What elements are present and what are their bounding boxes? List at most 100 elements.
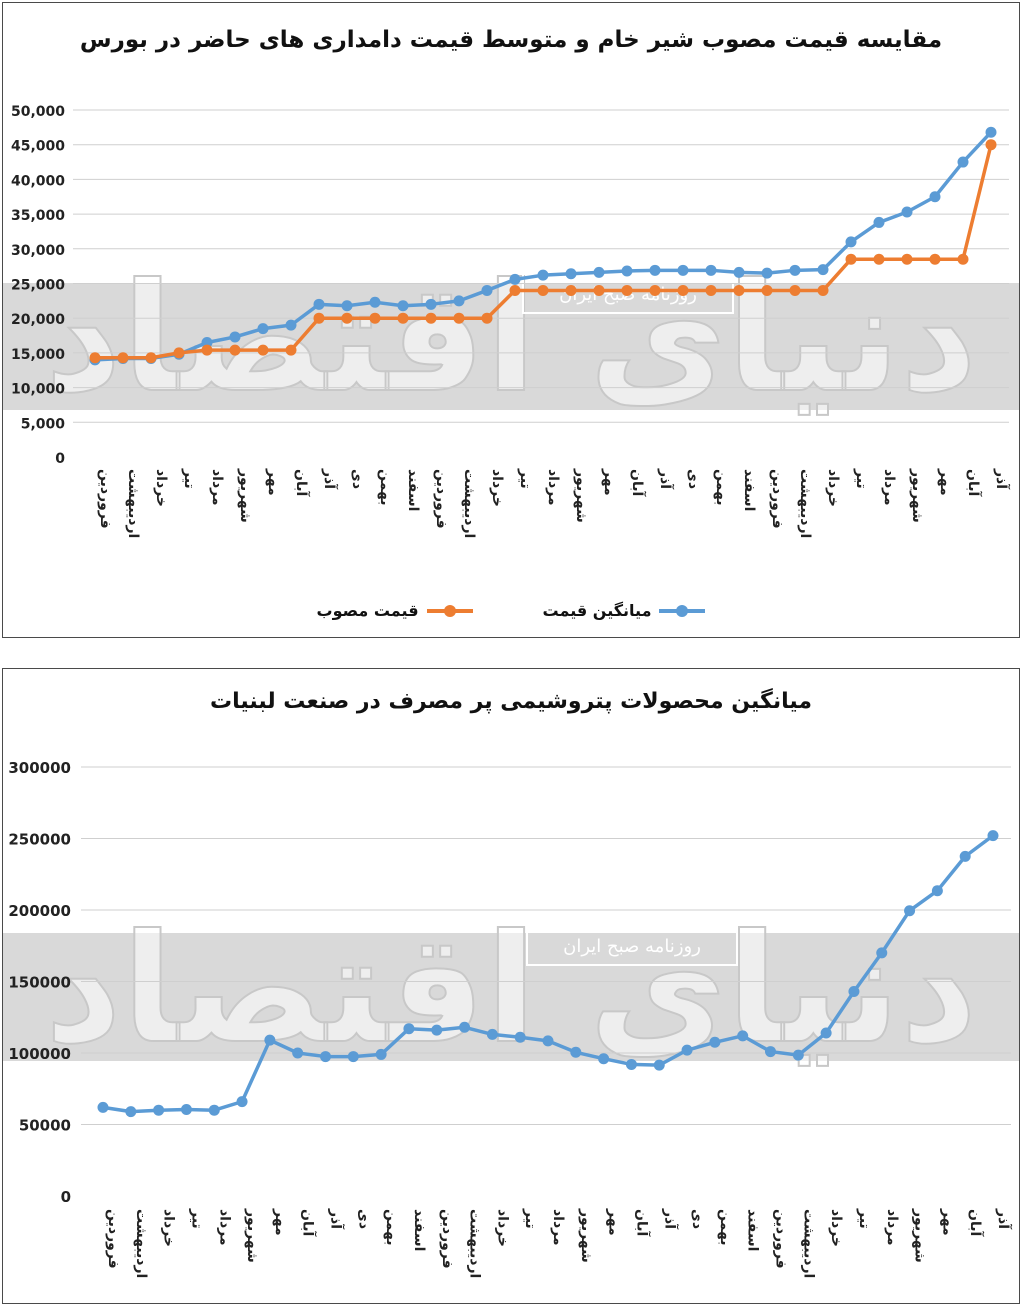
data-point-1 (705, 284, 717, 296)
x-tick-label: اسفند (411, 1209, 427, 1251)
x-tick-label: اسفند (745, 1209, 761, 1251)
x-tick-label: مرداد (216, 1209, 232, 1246)
x-tick-label: دی (685, 469, 701, 489)
data-point-0 (320, 1051, 331, 1063)
x-tick-label: خرداد (489, 469, 505, 507)
legend-item-approved-price: قیمت مصوب (317, 601, 473, 620)
x-tick-label: بهمن (383, 1209, 399, 1245)
x-tick-label: مهر (272, 1208, 288, 1236)
data-point-0 (959, 850, 971, 862)
data-point-0 (514, 1031, 526, 1043)
y-tick-label: 30,000 (11, 243, 65, 259)
y-tick-label: 50,000 (11, 104, 65, 120)
watermark-brand: دنیای اقتصاد (45, 903, 978, 1077)
x-tick-label: اردیبهشت (461, 469, 477, 538)
x-tick-label: آذر (661, 1208, 679, 1230)
data-point-1 (341, 312, 353, 324)
x-tick-label: آذر (321, 468, 339, 490)
data-point-0 (481, 284, 493, 296)
y-tick-label: 0 (61, 1188, 71, 1206)
x-tick-label: مرداد (545, 469, 561, 506)
data-point-1 (789, 284, 801, 296)
x-tick-label: فروردین (97, 469, 113, 529)
y-tick-label: 50000 (19, 1117, 71, 1135)
data-point-0 (820, 1027, 832, 1039)
data-point-0 (509, 273, 521, 285)
data-point-1 (565, 284, 577, 296)
data-point-1 (173, 347, 185, 359)
x-tick-label: مرداد (884, 1209, 900, 1246)
data-point-1 (873, 253, 885, 265)
data-point-0 (341, 300, 353, 312)
x-tick-label: مرداد (881, 469, 897, 506)
data-point-0 (765, 1046, 776, 1058)
x-tick-label: دی (355, 1209, 371, 1229)
data-point-0 (153, 1104, 165, 1116)
legend-label-average-price: میانگین قیمت (542, 601, 652, 620)
data-point-0 (285, 319, 297, 331)
watermark-newspaper: روزنامه صبح ایران (563, 936, 701, 957)
x-tick-label: شهریور (244, 1208, 260, 1263)
x-tick-label: آبان (300, 1209, 318, 1237)
data-point-0 (817, 264, 829, 276)
data-point-0 (649, 264, 661, 276)
x-tick-label: اسفند (405, 469, 421, 511)
x-tick-label: خرداد (161, 1209, 177, 1247)
x-tick-label: آبان (293, 469, 311, 497)
data-point-0 (621, 265, 633, 277)
y-tick-label: 10,000 (11, 382, 65, 398)
x-tick-label: آذر (995, 1208, 1013, 1230)
x-tick-label: شهریور (578, 1208, 594, 1263)
data-point-0 (425, 298, 437, 310)
data-point-0 (845, 236, 857, 248)
data-point-0 (677, 264, 689, 276)
x-tick-label: مهر (606, 1208, 622, 1236)
x-tick-label: فروردین (439, 1209, 455, 1269)
data-point-1 (621, 284, 633, 296)
data-point-0 (431, 1024, 443, 1036)
x-tick-label: تیر (522, 1208, 538, 1229)
chart-title: میانگین محصولات پتروشیمی پر مصرف در صنعت… (210, 689, 812, 714)
x-tick-label: آذر (993, 468, 1011, 490)
data-point-0 (369, 296, 381, 308)
y-tick-label: 100000 (8, 1045, 71, 1063)
data-point-1 (453, 312, 465, 324)
data-point-0 (761, 267, 773, 279)
data-point-0 (737, 1030, 749, 1042)
data-point-1 (145, 352, 157, 364)
x-tick-label: اردیبهشت (800, 1209, 816, 1278)
x-tick-label: شهریور (237, 468, 253, 523)
data-point-0 (486, 1028, 498, 1040)
data-point-0 (236, 1096, 248, 1108)
data-point-0 (542, 1035, 554, 1047)
y-tick-label: 250000 (8, 831, 71, 849)
y-tick-label: 35,000 (11, 208, 65, 224)
x-tick-label: خرداد (828, 1209, 844, 1247)
data-point-1 (313, 312, 325, 324)
x-tick-label: خرداد (153, 469, 169, 507)
data-point-0 (570, 1046, 582, 1058)
x-tick-label: مهر (601, 468, 617, 496)
x-tick-label: اردیبهشت (125, 469, 141, 538)
legend-label-approved-price: قیمت مصوب (316, 601, 419, 620)
x-tick-label: شهریور (912, 1208, 928, 1263)
x-tick-label: تیر (517, 468, 533, 489)
data-point-0 (848, 986, 860, 998)
data-point-0 (397, 300, 409, 312)
data-point-0 (876, 947, 888, 959)
x-tick-label: مرداد (550, 1209, 566, 1246)
chart-panel-milk-price: مقایسه قیمت مصوب شیر خام و متوسط قیمت دا… (2, 2, 1020, 638)
x-tick-label: مرداد (209, 469, 225, 506)
data-point-1 (649, 284, 661, 296)
data-point-0 (733, 266, 745, 278)
data-point-0 (957, 156, 969, 168)
x-tick-label: فروردین (433, 469, 449, 529)
x-tick-label: اردیبهشت (133, 1209, 149, 1278)
data-point-1 (677, 284, 689, 296)
x-tick-label: مهر (937, 468, 953, 496)
data-point-1 (901, 253, 913, 265)
x-tick-label: دی (349, 469, 365, 489)
data-point-1 (117, 352, 129, 364)
watermark-box (526, 924, 738, 966)
